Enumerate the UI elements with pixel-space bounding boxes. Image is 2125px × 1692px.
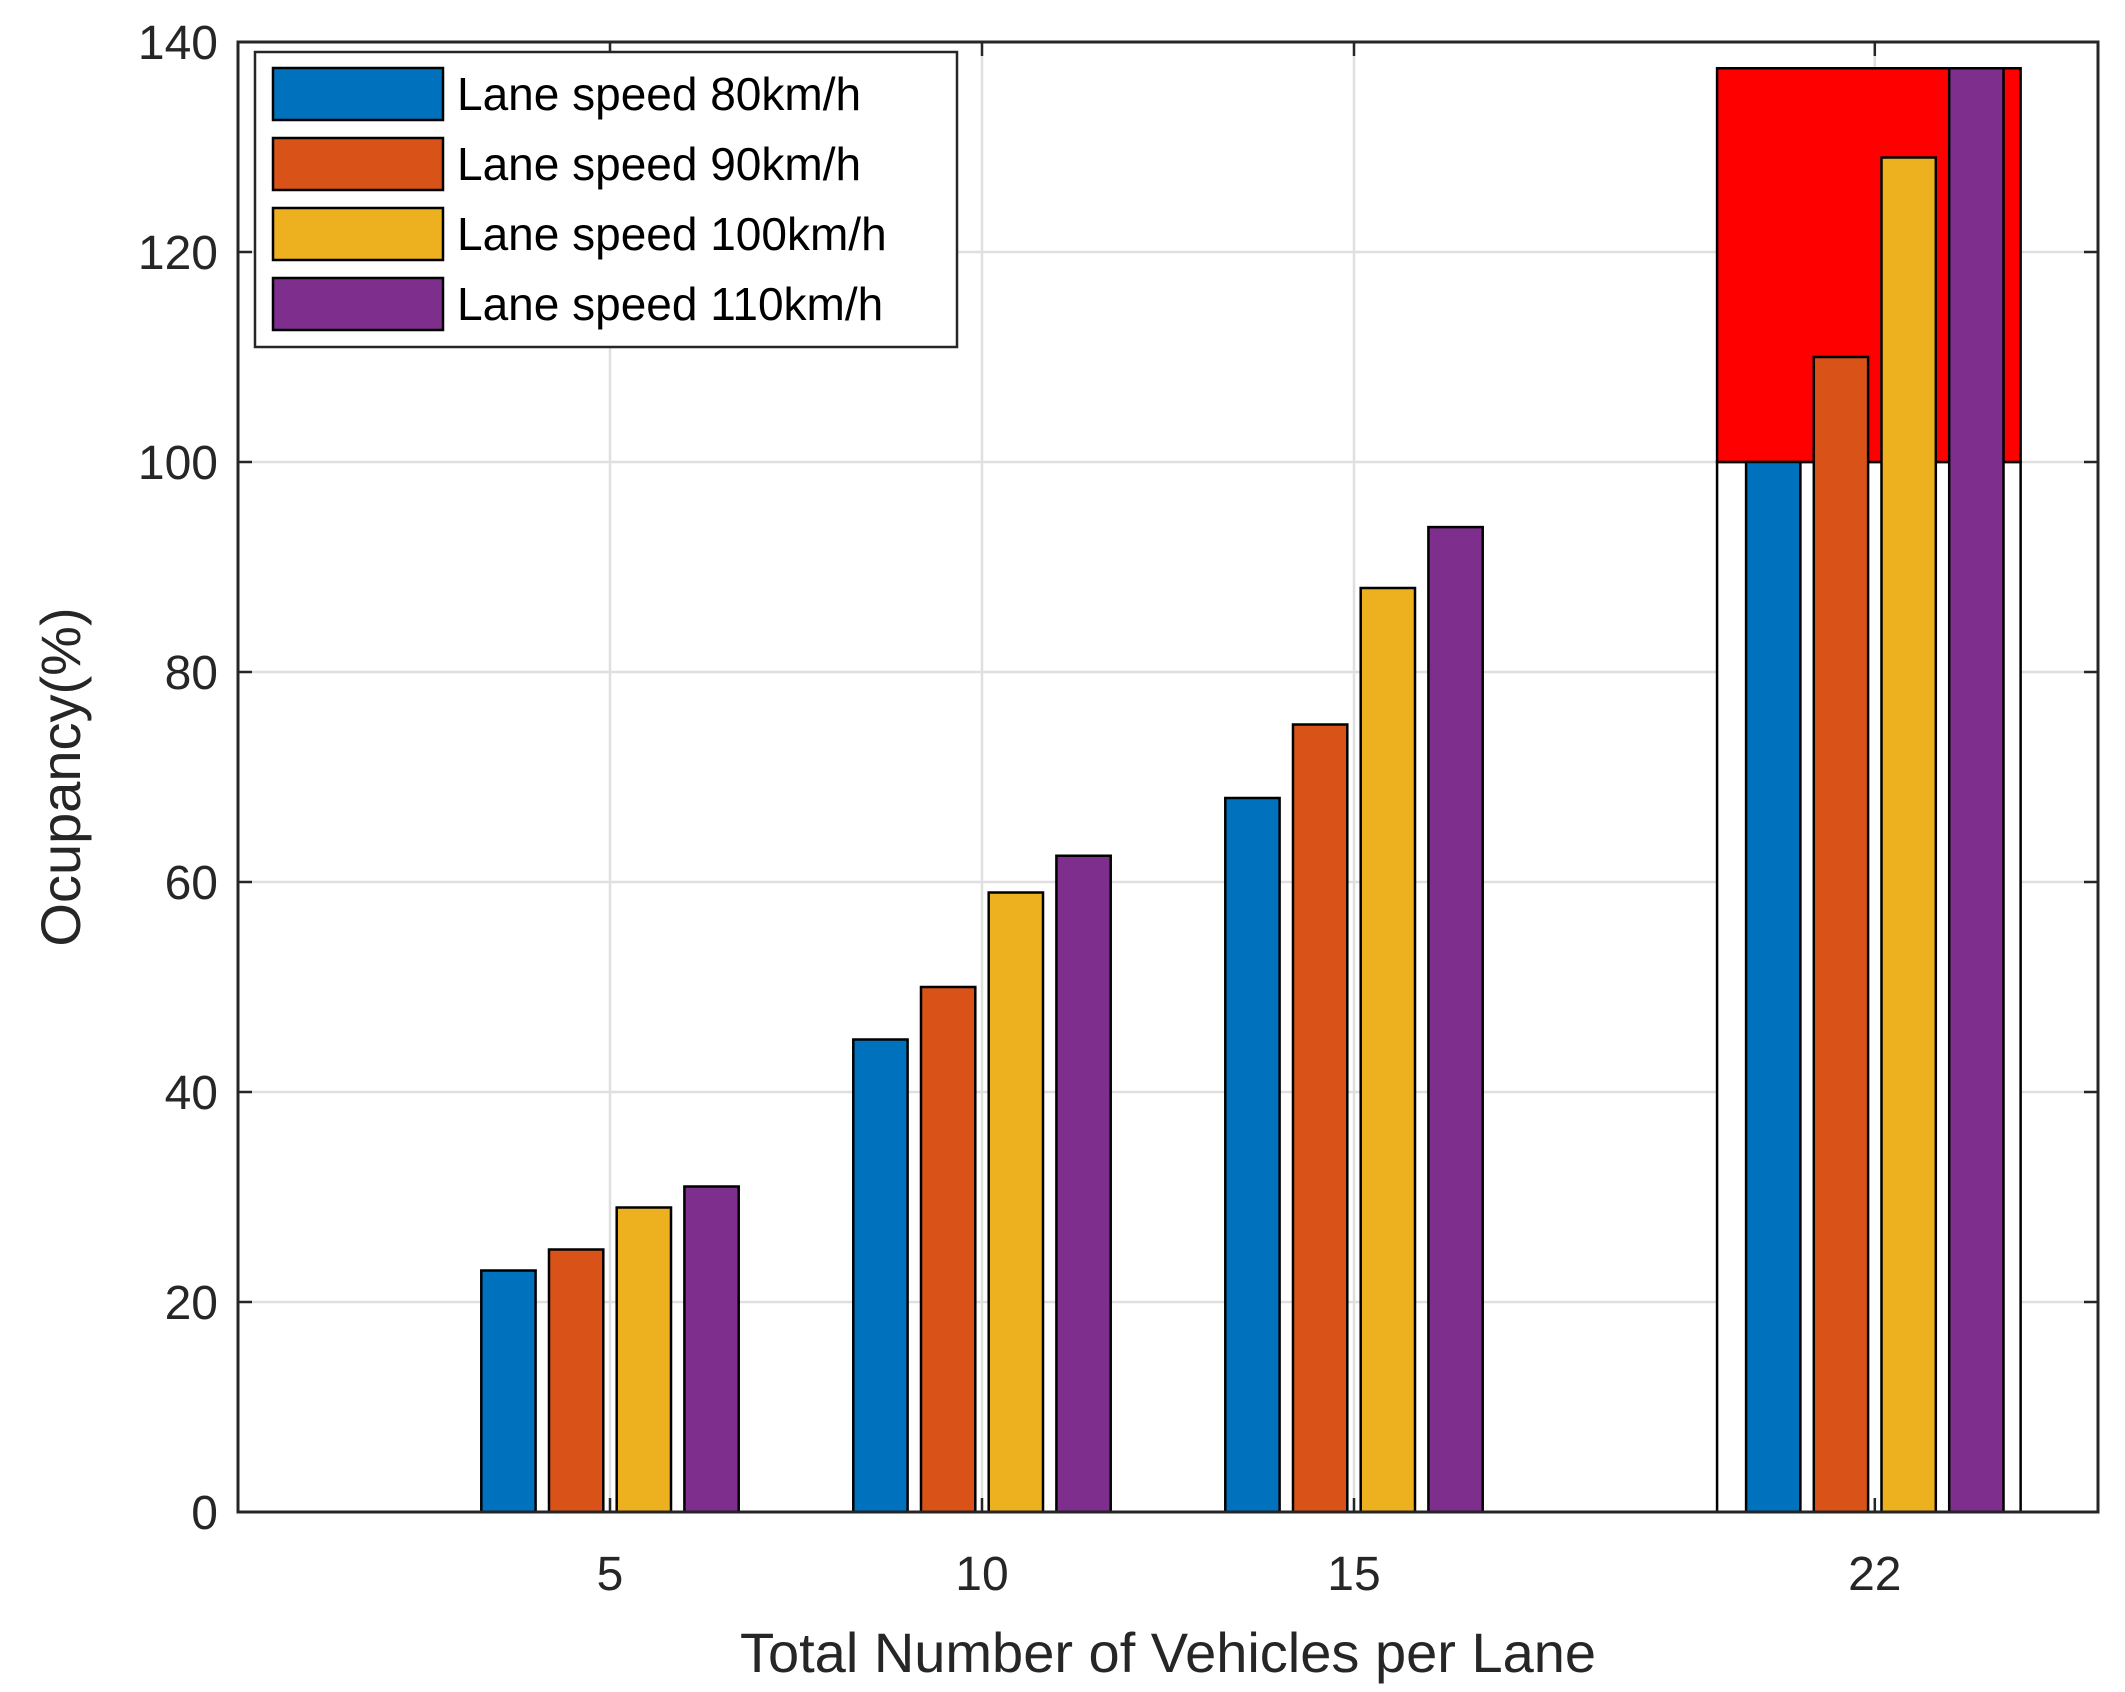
bar-series-1-x-22	[1744, 460, 1802, 1514]
bar-series-1-x-10	[852, 1038, 909, 1514]
bar-series-2-x-5	[547, 1248, 605, 1514]
bar-series-4-x-22	[1947, 67, 2005, 1514]
legend: Lane speed 80km/h Lane speed 90km/h Lane s…	[253, 50, 959, 349]
y-tick-label: 60	[165, 857, 218, 910]
bars	[480, 67, 2022, 1514]
y-tick-label: 100	[138, 437, 218, 490]
legend-swatch-2	[271, 136, 445, 192]
bar-series-3-x-15	[1359, 586, 1417, 1514]
bar-series-2-x-22	[1812, 355, 1870, 1514]
bar-series-3-x-10	[987, 891, 1045, 1514]
bar-series-4-x-5	[683, 1185, 740, 1514]
bar-series-3-x-22	[1880, 156, 1938, 1514]
legend-swatch-1	[271, 66, 445, 122]
y-axis-title: Ocupancy(%)	[29, 607, 92, 946]
bar-series-3-x-5	[615, 1206, 673, 1514]
bar-series-2-x-15	[1291, 723, 1349, 1514]
bar-series-4-x-10	[1055, 854, 1112, 1514]
tick-labels: 0 20 40 60 80 100 120 140 5 10 15 22	[138, 17, 1902, 1601]
legend-label-3: Lane speed 100km/h	[457, 208, 887, 260]
ticks	[238, 40, 2098, 1514]
bar-series-1-x-5	[480, 1269, 537, 1514]
y-tick-label: 20	[165, 1277, 218, 1330]
axes-box	[236, 40, 2100, 1514]
legend-label-2: Lane speed 90km/h	[457, 138, 861, 190]
legend-label-1: Lane speed 80km/h	[457, 68, 861, 120]
y-tick-label: 80	[165, 647, 218, 700]
x-tick-label: 22	[1848, 1548, 1901, 1601]
bar-series-2-x-10	[919, 985, 977, 1514]
y-tick-label: 120	[138, 227, 218, 280]
legend-label-4: Lane speed 110km/h	[457, 278, 883, 330]
legend-swatch-3	[271, 206, 445, 262]
legend-swatch-4	[271, 276, 445, 332]
x-tick-label: 5	[597, 1548, 624, 1601]
y-tick-label: 0	[191, 1487, 218, 1540]
bar-series-4-x-15	[1427, 525, 1484, 1514]
x-tick-label: 15	[1327, 1548, 1380, 1601]
x-axis-title: Total Number of Vehicles per Lane	[740, 1621, 1596, 1684]
y-tick-label: 140	[138, 17, 218, 70]
bar-series-1-x-15	[1224, 796, 1281, 1514]
x-tick-label: 10	[955, 1548, 1008, 1601]
y-tick-label: 40	[165, 1067, 218, 1120]
